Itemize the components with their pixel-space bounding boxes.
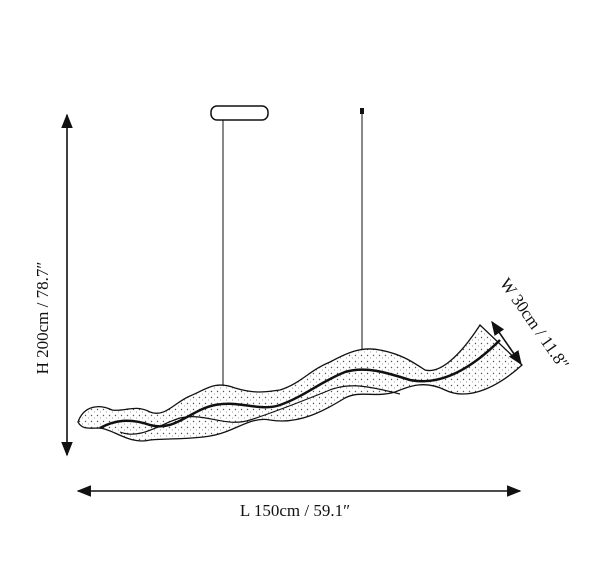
lamp-body: [77, 323, 523, 442]
wire-clip: [360, 108, 364, 114]
width-arrow: [491, 320, 522, 366]
height-label: H 200cm / 78.7″: [33, 262, 52, 375]
length-label: L 150cm / 59.1″: [240, 501, 350, 520]
canopy: [210, 105, 269, 121]
